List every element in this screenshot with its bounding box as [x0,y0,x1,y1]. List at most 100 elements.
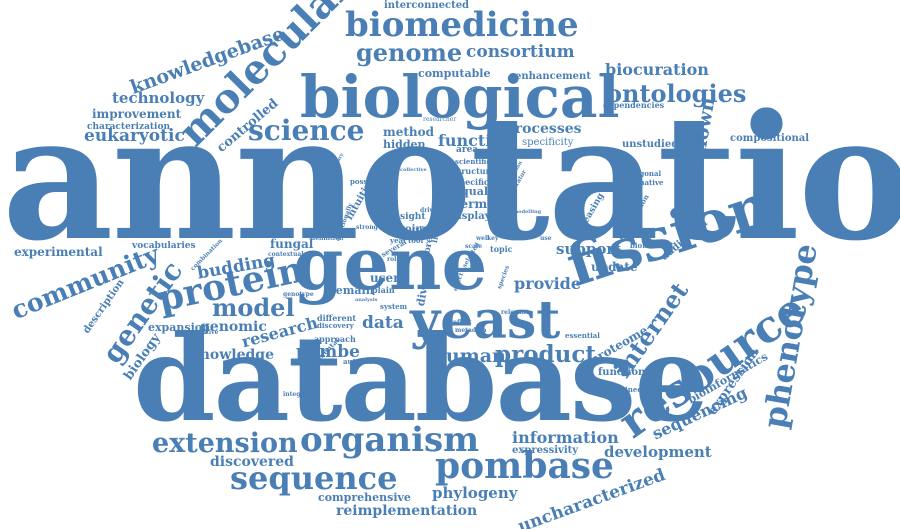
word-analysis: analysis [355,297,378,303]
word-dependencies: dependencies [603,100,665,110]
word-quality: quality [461,185,504,198]
word-update: update [591,260,638,274]
word-essential: essential [565,331,600,340]
word-database: database [133,309,709,448]
word-characterization: characterization [87,122,171,132]
word-specific: specific [455,177,489,187]
word-ontologies: ontologies [606,79,747,108]
word-pombase: pombase [435,445,614,487]
word-unstudied: unstudied [622,139,679,150]
word-modelling: modelling [513,209,542,215]
word-sequence: sequence [230,459,398,497]
word-year: year [390,236,407,245]
word-consortium: consortium [466,42,575,62]
word-term: term [455,197,488,211]
word-remain: remain [330,284,374,297]
word-expansion: expansion [148,321,211,334]
word-tool: tool [408,236,424,245]
word-different: different [317,313,357,323]
word-discovery: discovery [317,321,354,330]
word-strong: strong [356,224,378,231]
word-area: area [456,145,479,155]
word-yeast: yeast [410,290,561,351]
word-improvement: improvement [92,107,182,121]
word-definition: definition [311,235,344,242]
word-extension: extension [152,428,298,459]
word-vocabularies: vocabularies [132,241,196,251]
word-data: data [362,313,404,333]
word-genomic: genomic [200,319,267,335]
word-use: use [540,235,552,242]
word-topic: topic [490,244,513,254]
word-biomedicine: biomedicine [345,5,579,45]
word-specificity: specificity [522,137,574,148]
word-support: support [556,240,622,258]
word-cell: cell [412,226,425,233]
word-interconnected: interconnected [384,0,470,11]
word-reimplementation: reimplementation [336,503,478,519]
word-relevant: relevant [501,309,529,316]
word-computable: computable [418,67,491,80]
word-method: method [383,125,434,139]
word-science: science [248,114,365,147]
word-possible: possible [350,177,383,186]
word-key: key [487,235,499,242]
word-contextual: contextual [268,251,304,258]
word-functional: functional [598,367,656,378]
word-provide: provide [514,274,582,293]
word-informative: informative [618,178,664,187]
word-structure: structure [453,166,495,176]
word-metadata: metadata [455,327,487,334]
word-scale: scale [465,243,483,250]
word-plain: plain [372,285,395,295]
word-compositional: compositional [730,133,810,144]
word-information: information [512,428,619,447]
word-gene: gene [293,221,488,306]
word-expressivity: expressivity [512,445,579,456]
word-going: going [398,224,430,235]
word-researcher: researcher [423,116,457,123]
word-role: role [387,256,401,263]
word-orthogonal: orthogonal [618,169,662,178]
word-comprehensive: comprehensive [318,491,411,504]
word-biological: biological [300,63,620,131]
word-experimental: experimental [14,245,103,259]
word-genome: genome [356,38,463,67]
word-life: life [429,227,442,244]
word-knowledge: knowledge [190,347,274,363]
word-eukaryotic: eukaryotic [84,126,185,146]
word-automated: automated [343,357,386,366]
word-user: user [370,271,400,285]
word-development: development [604,443,712,461]
word-determined: determined [597,385,643,394]
word-biocuration: biocuration [605,60,709,79]
word-discovered: discovered [210,454,294,470]
word-display: display [451,211,491,222]
word-biomedical: biomedical [630,241,674,250]
word-integrate: integrate [283,391,315,398]
word-technology: technology [112,89,205,107]
word-hidden: hidden [383,138,426,151]
word-comparative: comparative [177,329,219,336]
word-system: system [380,302,408,311]
word-phylogeny: phylogeny [432,484,518,502]
word-enhancement: enhancement [515,71,591,82]
word-fungal: fungal [270,237,314,251]
word-product: product [495,341,596,368]
word-well: well [476,235,490,242]
word-model: model [212,293,295,322]
word-driven: driven [420,207,442,214]
word-scientific: scientific [455,157,491,166]
word-human: human [432,345,506,367]
word-collective: collective [400,167,427,173]
word-annotation: annotation [2,76,900,279]
word-function: function [438,131,514,150]
word-sight: sight [400,212,426,222]
word-processes: processes [505,121,582,137]
word-genotype: genotype [283,291,314,298]
word-pombe: pombe [296,342,360,362]
word-explosion: explosion [297,152,335,161]
word-organism: organism [300,420,480,460]
word-approach: approach [314,334,356,344]
